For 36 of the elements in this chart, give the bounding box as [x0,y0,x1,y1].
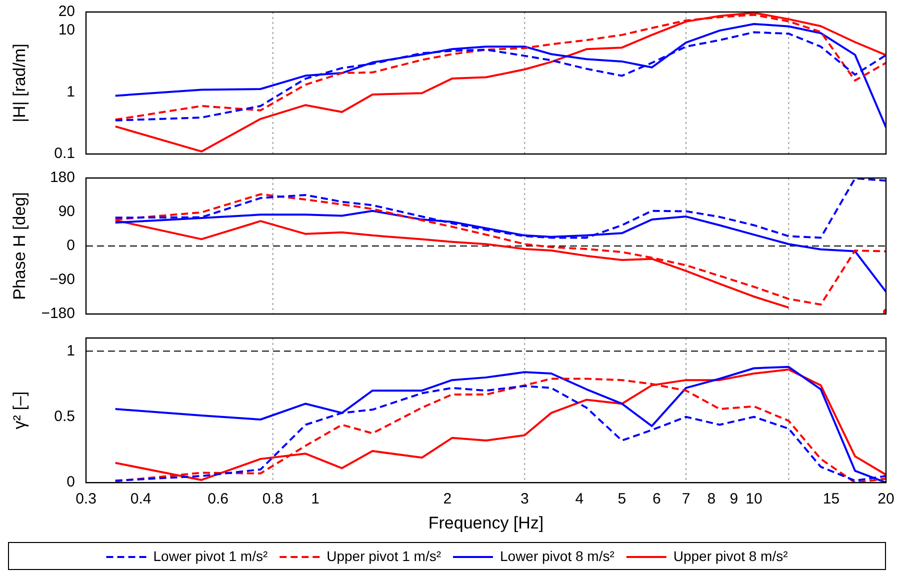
y-tick-label: 180 [50,169,75,186]
x-tick-label: 20 [878,490,894,508]
x-tick-label: 0.4 [130,490,152,508]
y-tick-label: 1 [66,83,75,100]
y-tick-label: 1 [66,342,75,360]
x-tick-label: 7 [682,490,690,508]
x-axis-title: Frequency [Hz] [428,513,544,532]
x-tick-label: 6 [652,490,661,508]
x-tick-label: 10 [746,490,762,508]
x-tick-label: 8 [707,490,716,508]
x-tick-label: 9 [730,490,738,508]
y-tick-label: −180 [41,305,75,322]
legend-label: Lower pivot 1 m/s² [153,548,268,564]
x-tick-label: 4 [575,490,584,508]
y-tick-label: 10 [58,22,75,39]
x-tick-label: 0.3 [76,490,96,508]
y-tick-label: 20 [58,3,75,20]
x-tick-label: 5 [618,490,626,508]
x-tick-label: 0.8 [262,490,284,508]
legend-label: Lower pivot 8 m/s² [500,548,615,564]
y-tick-label: 0.5 [54,408,75,426]
y-axis-title: |H| [rad/m] [10,44,29,122]
y-tick-label: 90 [58,203,75,220]
legend-label: Upper pivot 8 m/s² [673,548,788,564]
y-axis-title: γ² [–] [10,391,29,430]
x-tick-label: 3 [520,490,529,508]
y-axis-title: Phase H [deg] [10,192,29,300]
y-tick-label: 0.1 [54,145,75,162]
x-tick-label: 0.6 [208,490,228,508]
x-tick-label: 2 [443,490,452,508]
y-tick-label: 0 [66,237,75,254]
y-tick-label: −90 [50,271,75,288]
x-tick-label: 15 [822,490,840,508]
legend-label: Upper pivot 1 m/s² [326,548,442,564]
x-tick-label: 1 [311,490,320,508]
y-tick-label: 0 [66,474,75,491]
